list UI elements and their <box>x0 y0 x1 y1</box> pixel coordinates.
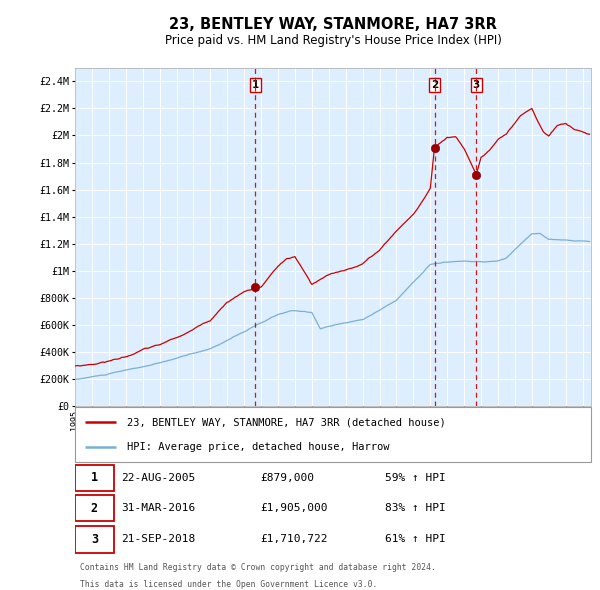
Text: 23, BENTLEY WAY, STANMORE, HA7 3RR (detached house): 23, BENTLEY WAY, STANMORE, HA7 3RR (deta… <box>127 417 445 427</box>
Text: 2: 2 <box>431 80 438 90</box>
Text: £879,000: £879,000 <box>261 473 315 483</box>
Text: Price paid vs. HM Land Registry's House Price Index (HPI): Price paid vs. HM Land Registry's House … <box>164 34 502 47</box>
FancyBboxPatch shape <box>75 526 114 553</box>
Text: HPI: Average price, detached house, Harrow: HPI: Average price, detached house, Harr… <box>127 442 389 453</box>
Text: 3: 3 <box>473 80 480 90</box>
Text: 83% ↑ HPI: 83% ↑ HPI <box>385 503 445 513</box>
Text: 2: 2 <box>91 502 98 514</box>
Text: 1: 1 <box>251 80 259 90</box>
Text: 59% ↑ HPI: 59% ↑ HPI <box>385 473 445 483</box>
FancyBboxPatch shape <box>75 495 114 522</box>
Text: Contains HM Land Registry data © Crown copyright and database right 2024.: Contains HM Land Registry data © Crown c… <box>80 563 436 572</box>
Text: 31-MAR-2016: 31-MAR-2016 <box>121 503 196 513</box>
Text: 23, BENTLEY WAY, STANMORE, HA7 3RR: 23, BENTLEY WAY, STANMORE, HA7 3RR <box>169 17 497 31</box>
FancyBboxPatch shape <box>75 464 114 491</box>
Text: £1,905,000: £1,905,000 <box>261 503 328 513</box>
Text: 3: 3 <box>91 533 98 546</box>
Text: This data is licensed under the Open Government Licence v3.0.: This data is licensed under the Open Gov… <box>80 580 377 589</box>
Text: 22-AUG-2005: 22-AUG-2005 <box>121 473 196 483</box>
Text: 21-SEP-2018: 21-SEP-2018 <box>121 535 196 545</box>
FancyBboxPatch shape <box>75 407 591 463</box>
Text: £1,710,722: £1,710,722 <box>261 535 328 545</box>
Text: 61% ↑ HPI: 61% ↑ HPI <box>385 535 445 545</box>
Text: 1: 1 <box>91 471 98 484</box>
